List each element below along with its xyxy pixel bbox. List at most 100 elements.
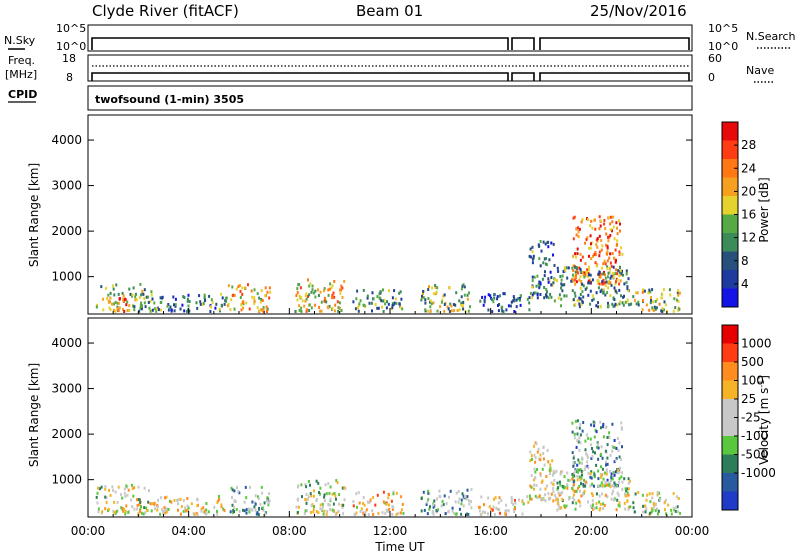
scatter-cell — [227, 284, 230, 288]
scatter-cell — [545, 293, 548, 297]
scatter-cell — [573, 436, 576, 440]
scatter-cell — [173, 303, 175, 307]
scatter-cell — [574, 419, 577, 423]
scatter-cell — [422, 296, 425, 299]
scatter-cell — [165, 510, 168, 514]
scatter-cell — [556, 279, 558, 283]
scatter-cell — [627, 493, 630, 497]
scatter-cell — [589, 475, 592, 479]
scatter-cell — [595, 506, 598, 510]
scatter-cell — [305, 292, 308, 296]
scatter-cell — [507, 304, 510, 308]
scatter-cell — [239, 296, 242, 299]
scatter-cell — [447, 307, 450, 311]
scatter-cell — [495, 506, 498, 510]
scatter-cell — [563, 475, 566, 479]
scatter-cell — [179, 512, 182, 516]
scatter-cell — [307, 480, 310, 483]
scatter-cell — [531, 279, 534, 283]
scatter-cell — [205, 508, 208, 512]
scatter-cell — [458, 308, 461, 312]
scatter-cell — [465, 512, 468, 516]
freq-tick-bottom: 8 — [66, 71, 73, 84]
scatter-cell — [641, 493, 644, 497]
scatter-cell — [205, 502, 208, 505]
scatter-cell — [319, 507, 322, 511]
scatter-cell — [600, 219, 602, 223]
scatter-cell — [572, 268, 575, 272]
scatter-cell — [306, 509, 309, 513]
scatter-cell — [599, 484, 602, 488]
scatter-cell — [132, 304, 135, 308]
scatter-cell — [481, 510, 484, 514]
scatter-cell — [576, 432, 579, 436]
scatter-cell — [676, 505, 679, 509]
scatter-cell — [545, 295, 548, 299]
scatter-cell — [678, 307, 681, 311]
scatter-cell — [584, 273, 587, 277]
scatter-cell — [507, 509, 510, 513]
scatter-cell — [535, 442, 538, 446]
scatter-cell — [665, 512, 668, 516]
scatter-cell — [534, 494, 537, 498]
scatter-cell — [598, 215, 601, 219]
scatter-cell — [571, 473, 574, 476]
scatter-cell — [367, 501, 370, 505]
scatter-cell — [626, 491, 629, 495]
scatter-cell — [598, 234, 601, 238]
scatter-cell — [674, 509, 677, 513]
scatter-cell — [317, 511, 320, 515]
scatter-cell — [156, 508, 159, 512]
scatter-cell — [591, 226, 594, 230]
scatter-cell — [529, 484, 532, 488]
scatter-cell — [323, 495, 326, 499]
scatter-cell — [600, 288, 603, 292]
scatter-cell — [337, 309, 340, 313]
scatter-cell — [614, 260, 617, 264]
scatter-cell — [216, 500, 219, 504]
scatter-cell — [352, 300, 355, 304]
scatter-cell — [113, 500, 116, 504]
scatter-cell — [615, 483, 618, 487]
scatter-cell — [538, 244, 541, 248]
scatter-cell — [586, 218, 589, 222]
scatter-cell — [602, 282, 605, 286]
colorbar-tick-label: 4 — [741, 277, 749, 291]
scatter-cell — [151, 502, 154, 506]
scatter-cell — [668, 288, 671, 292]
scatter-cell — [354, 512, 357, 516]
scatter-cell — [267, 501, 270, 505]
scatter-cell — [243, 509, 246, 513]
scatter-cell — [331, 284, 334, 288]
scatter-cell — [573, 498, 576, 502]
scatter-cell — [259, 300, 262, 304]
scatter-cell — [608, 256, 611, 260]
scatter-cell — [534, 476, 537, 480]
scatter-cell — [581, 255, 584, 259]
scatter-cell — [612, 471, 615, 474]
scatter-cell — [467, 309, 470, 313]
scatter-cell — [552, 242, 555, 246]
scatter-cell — [580, 469, 583, 473]
scatter-cell — [251, 508, 254, 512]
scatter-cell — [140, 505, 142, 508]
scatter-cell — [494, 496, 497, 500]
scatter-cell — [388, 507, 391, 511]
scatter-cell — [553, 493, 556, 497]
scatter-cell — [133, 486, 136, 490]
scatter-cell — [343, 279, 346, 283]
scatter-cell — [96, 491, 99, 495]
scatter-cell — [323, 493, 326, 497]
scatter-cell — [607, 304, 610, 308]
scatter-cell — [331, 508, 334, 512]
scatter-cell — [605, 460, 607, 464]
scatter-cell — [387, 496, 390, 500]
scatter-cell — [157, 505, 159, 509]
scatter-cell — [309, 492, 312, 496]
scatter-cell — [591, 278, 594, 282]
scatter-cell — [203, 296, 206, 299]
scatter-cell — [196, 513, 199, 517]
scatter-cell — [457, 489, 460, 493]
scatter-cell — [599, 224, 602, 228]
scatter-cell — [621, 269, 623, 273]
